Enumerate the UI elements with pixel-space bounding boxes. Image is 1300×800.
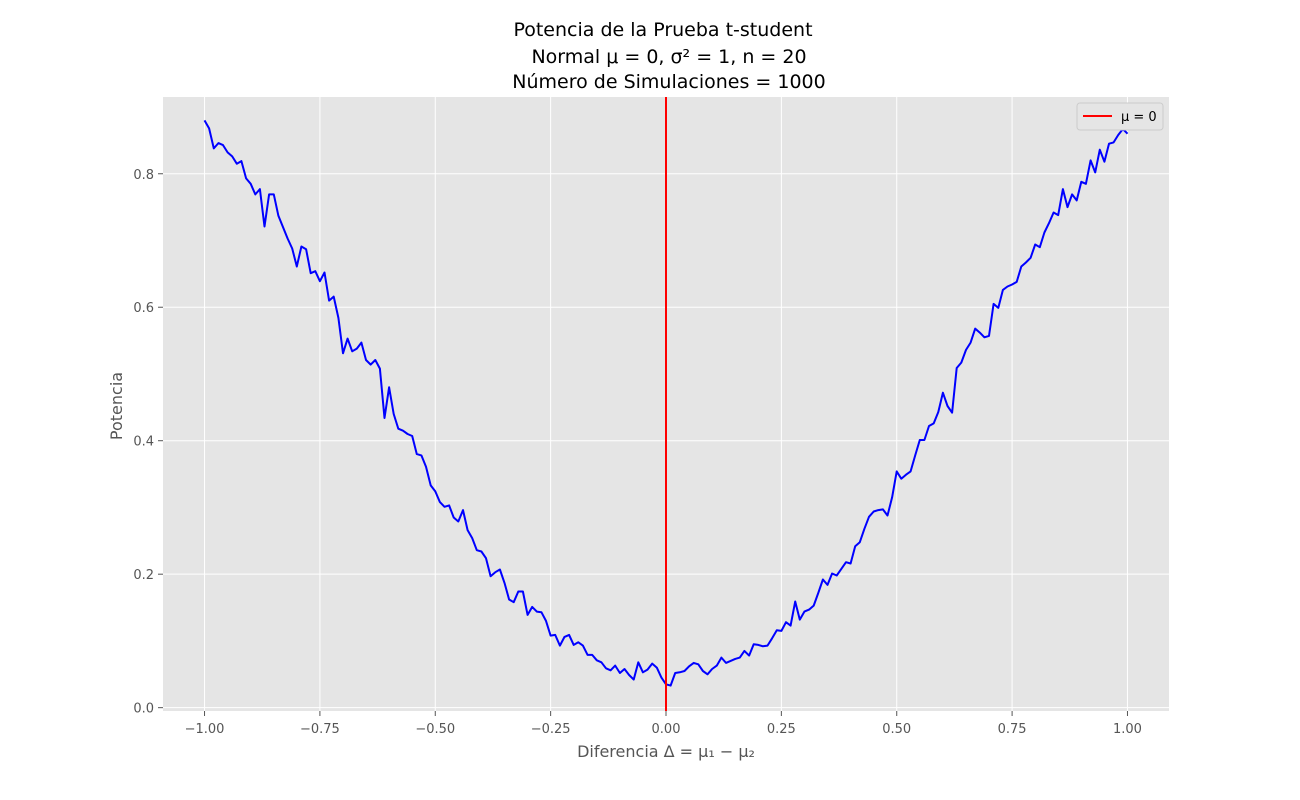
y-axis-ticks: 0.0 0.2 0.4 0.6 0.8 [133,168,163,717]
chart-title: Potencia de la Prueba t-student Normal μ… [512,19,825,93]
x-tick-label: 0.50 [882,722,911,737]
y-tick-label: 0.2 [133,568,154,583]
title-line-1: Potencia de la Prueba t-student [513,19,812,41]
legend-box [1076,102,1164,131]
x-tick-label: 1.00 [1113,722,1142,737]
x-axis-ticks: −1.00 −0.75 −0.50 −0.25 0.00 0.25 0.50 0.75 1.00 [185,711,1142,737]
title-line-2: Normal μ = 0, σ² = 1, n = 20 [531,46,806,68]
y-tick-label: 0.6 [133,301,154,316]
x-tick-label: −1.00 [185,722,225,737]
legend: μ = 0 [1076,102,1164,131]
x-tick-label: 0.00 [652,722,681,737]
x-axis-label: Diferencia Δ = μ₁ − μ₂ [577,742,755,761]
x-tick-label: −0.75 [300,722,340,737]
y-axis-label: Potencia [107,372,126,440]
x-tick-label: 0.25 [767,722,796,737]
x-tick-label: 0.75 [998,722,1027,737]
legend-label: μ = 0 [1121,110,1157,125]
y-tick-label: 0.8 [133,168,154,183]
title-line-3: Número de Simulaciones = 1000 [512,71,825,93]
y-tick-label: 0.4 [133,435,154,450]
x-tick-label: −0.50 [415,722,455,737]
y-tick-label: 0.0 [133,702,154,717]
x-tick-label: −0.25 [531,722,571,737]
